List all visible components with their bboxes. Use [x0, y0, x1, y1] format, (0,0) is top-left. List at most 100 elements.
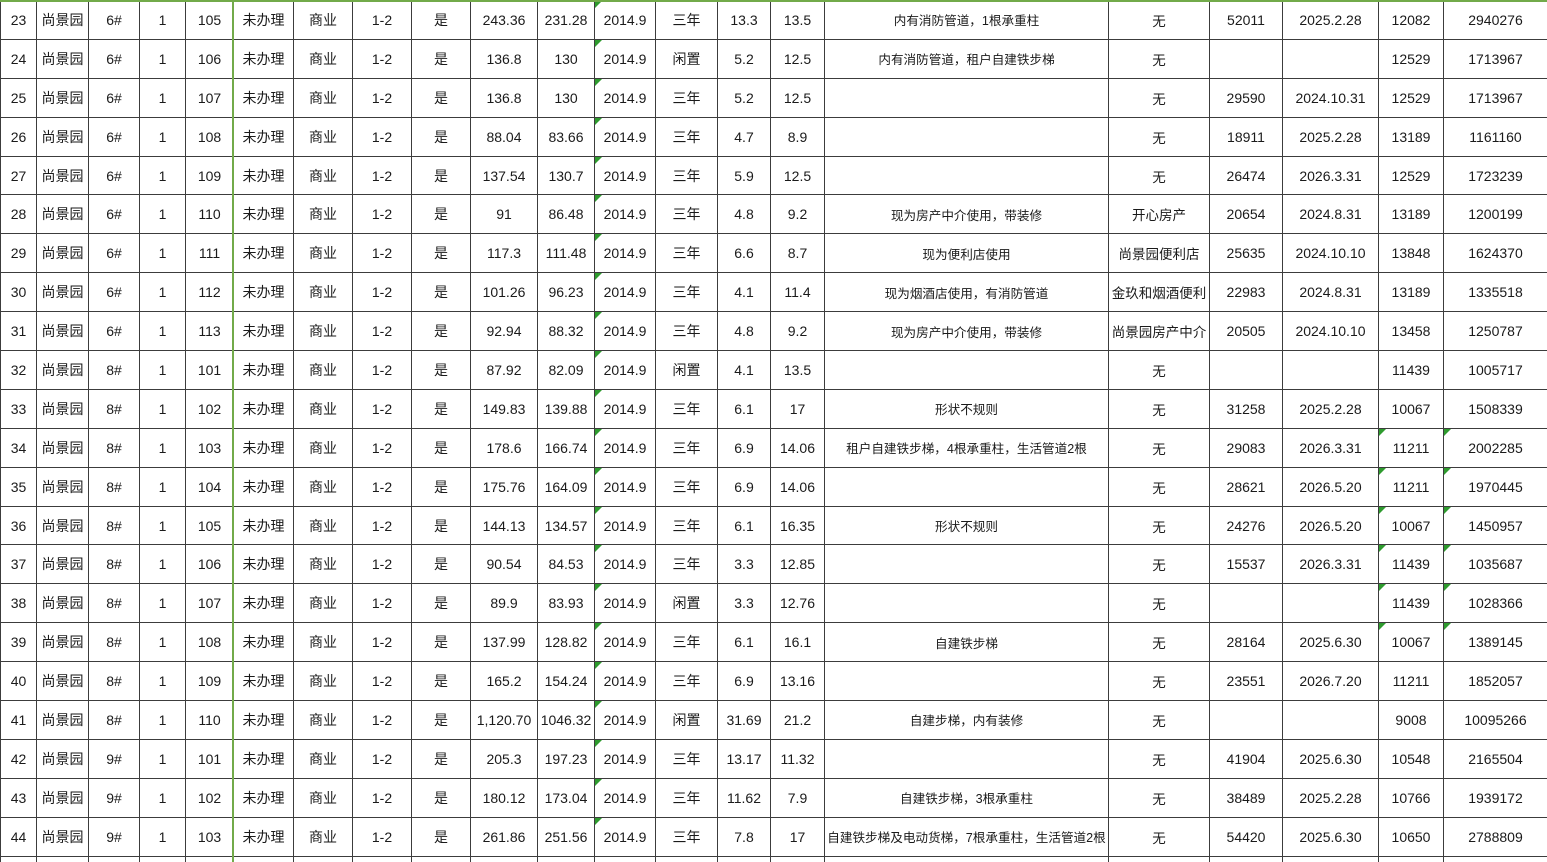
cell-floor-range[interactable]: 1-2: [352, 116, 412, 157]
cell-expire-date[interactable]: [1282, 350, 1379, 390]
cell-rent[interactable]: 28621: [1209, 466, 1283, 507]
cell-tenant[interactable]: 无: [1108, 466, 1210, 507]
cell-expire-date[interactable]: 2026.7.20: [1282, 661, 1379, 702]
cell-flag[interactable]: 是: [411, 77, 471, 118]
cell-room[interactable]: 106: [185, 38, 234, 79]
cell-value-a[interactable]: 4.8: [717, 311, 771, 352]
cell-area-net[interactable]: 88.32: [537, 311, 595, 352]
cell-start-date[interactable]: 2014.9: [594, 466, 656, 507]
cell-start-date[interactable]: 2014.9: [594, 505, 656, 546]
cell-room[interactable]: 107: [185, 583, 234, 624]
cell-unit-price[interactable]: 10067: [1378, 388, 1444, 429]
cell-usage-type[interactable]: 商业: [293, 466, 353, 507]
cell-row-number[interactable]: 34: [0, 427, 37, 468]
cell-room[interactable]: 110: [185, 700, 234, 740]
cell-area-gross[interactable]: 175.76: [470, 466, 538, 507]
cell-value-b[interactable]: 12.5: [770, 77, 825, 118]
cell-value-b[interactable]: 9.2: [770, 311, 825, 352]
cell-usage-type[interactable]: [293, 855, 353, 862]
cell-rent[interactable]: [1209, 583, 1283, 624]
cell-start-date[interactable]: 2014.9: [594, 233, 656, 274]
cell-start-date[interactable]: 2014.9: [594, 350, 656, 390]
cell-expire-date[interactable]: 2026.3.31: [1282, 427, 1379, 468]
cell-value-a[interactable]: 3.3: [717, 583, 771, 624]
cell-row-number[interactable]: 26: [0, 116, 37, 157]
cell-value-b[interactable]: 12.5: [770, 155, 825, 196]
cell-total-value[interactable]: 1624370: [1443, 233, 1547, 274]
cell-tenant[interactable]: 无: [1108, 816, 1210, 857]
cell-building[interactable]: 9#: [88, 777, 140, 818]
cell-unit[interactable]: 1: [139, 0, 186, 40]
cell-remark[interactable]: 自建铁步梯: [824, 622, 1109, 663]
cell-remark[interactable]: [824, 116, 1109, 157]
cell-expire-date[interactable]: 2026.5.20: [1282, 466, 1379, 507]
cell-term[interactable]: [655, 855, 718, 862]
cell-row-number[interactable]: 23: [0, 0, 37, 40]
cell-value-b[interactable]: 12.5: [770, 38, 825, 79]
cell-unit[interactable]: 1: [139, 233, 186, 274]
cell-area-gross[interactable]: 92.94: [470, 311, 538, 352]
cell-usage-type[interactable]: 商业: [293, 544, 353, 585]
cell-unit-price[interactable]: 12529: [1378, 77, 1444, 118]
cell-flag[interactable]: 是: [411, 777, 471, 818]
cell-floor-range[interactable]: 1-2: [352, 311, 412, 352]
cell-expire-date[interactable]: 2026.3.31: [1282, 544, 1379, 585]
cell-building[interactable]: 6#: [88, 0, 140, 40]
cell-room[interactable]: 113: [185, 311, 234, 352]
cell-community[interactable]: 尚景园: [36, 738, 89, 779]
cell-remark[interactable]: [824, 583, 1109, 624]
cell-area-gross[interactable]: 136.8: [470, 38, 538, 79]
cell-community[interactable]: [36, 855, 89, 862]
cell-value-b[interactable]: 16.35: [770, 505, 825, 546]
cell-flag[interactable]: 是: [411, 388, 471, 429]
cell-term[interactable]: 三年: [655, 0, 718, 40]
cell-expire-date[interactable]: [1282, 700, 1379, 740]
cell-rent[interactable]: [1209, 700, 1283, 740]
cell-status[interactable]: 未办理: [233, 700, 294, 740]
cell-value-a[interactable]: 4.1: [717, 350, 771, 390]
cell-usage-type[interactable]: 商业: [293, 116, 353, 157]
cell-room[interactable]: 103: [185, 816, 234, 857]
cell-value-a[interactable]: 13.17: [717, 738, 771, 779]
cell-remark[interactable]: [824, 661, 1109, 702]
cell-building[interactable]: 8#: [88, 583, 140, 624]
cell-unit-price[interactable]: 13848: [1378, 233, 1444, 274]
cell-term[interactable]: 三年: [655, 505, 718, 546]
cell-area-net[interactable]: 1046.32: [537, 700, 595, 740]
cell-area-gross[interactable]: 137.99: [470, 622, 538, 663]
cell-area-gross[interactable]: 178.6: [470, 427, 538, 468]
cell-unit-price[interactable]: 10548: [1378, 738, 1444, 779]
cell-community[interactable]: 尚景园: [36, 38, 89, 79]
cell-flag[interactable]: 是: [411, 544, 471, 585]
cell-term[interactable]: 三年: [655, 194, 718, 235]
cell-floor-range[interactable]: 1-2: [352, 700, 412, 740]
cell-total-value[interactable]: 10095266: [1443, 700, 1547, 740]
cell-area-gross[interactable]: 149.83: [470, 388, 538, 429]
cell-building[interactable]: 8#: [88, 544, 140, 585]
cell-area-gross[interactable]: 91: [470, 194, 538, 235]
cell-usage-type[interactable]: 商业: [293, 777, 353, 818]
cell-remark[interactable]: 内有消防管道，1根承重柱: [824, 0, 1109, 40]
cell-value-a[interactable]: 4.8: [717, 194, 771, 235]
cell-expire-date[interactable]: 2024.8.31: [1282, 272, 1379, 313]
cell-remark[interactable]: [824, 738, 1109, 779]
cell-value-a[interactable]: 7.8: [717, 816, 771, 857]
cell-flag[interactable]: 是: [411, 194, 471, 235]
cell-community[interactable]: 尚景园: [36, 388, 89, 429]
cell-rent[interactable]: 20505: [1209, 311, 1283, 352]
cell-rent[interactable]: 31258: [1209, 388, 1283, 429]
cell-area-gross[interactable]: 180.12: [470, 777, 538, 818]
cell-term[interactable]: 三年: [655, 311, 718, 352]
cell-total-value[interactable]: 1161160: [1443, 116, 1547, 157]
cell-start-date[interactable]: 2014.9: [594, 311, 656, 352]
cell-tenant[interactable]: 无: [1108, 738, 1210, 779]
cell-usage-type[interactable]: 商业: [293, 427, 353, 468]
cell-area-net[interactable]: 83.93: [537, 583, 595, 624]
cell-row-number[interactable]: 25: [0, 77, 37, 118]
cell-unit-price[interactable]: 13189: [1378, 116, 1444, 157]
cell-usage-type[interactable]: 商业: [293, 38, 353, 79]
cell-status[interactable]: 未办理: [233, 233, 294, 274]
cell-unit[interactable]: 1: [139, 816, 186, 857]
cell-community[interactable]: 尚景园: [36, 311, 89, 352]
cell-unit-price[interactable]: [1378, 855, 1444, 862]
